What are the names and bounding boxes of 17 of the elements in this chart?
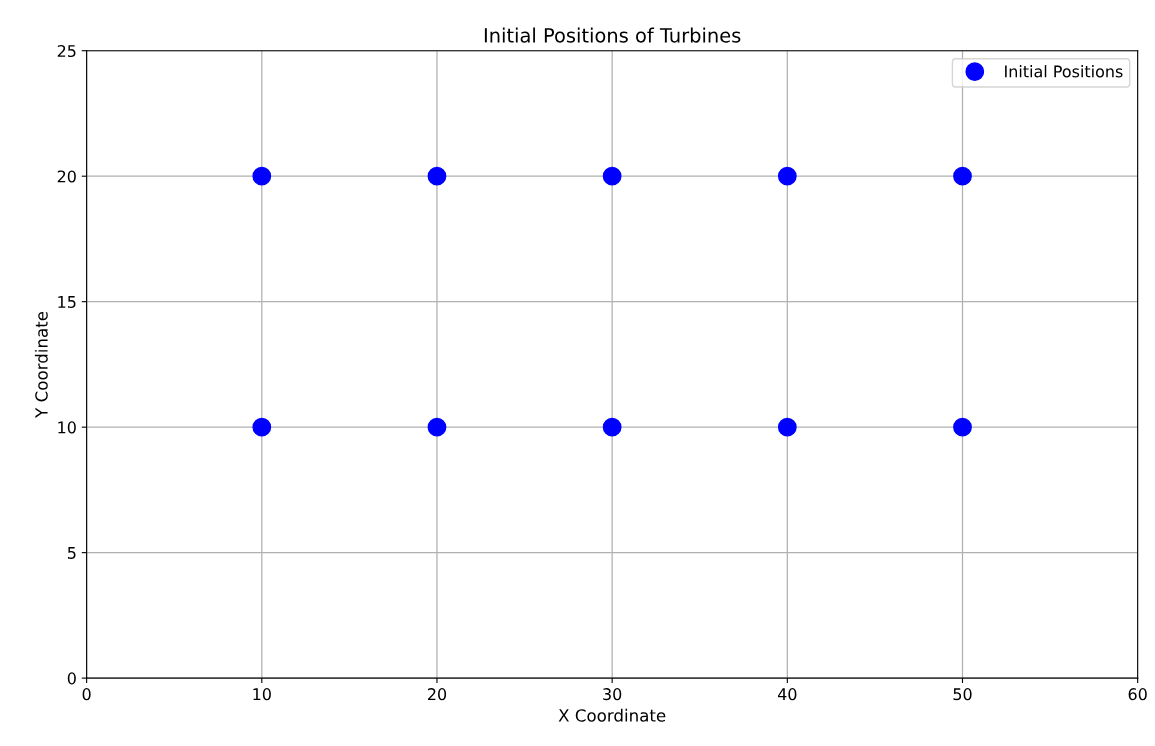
x-tick-label: 0 bbox=[82, 688, 91, 701]
y-tick-label: 25 bbox=[57, 44, 76, 58]
y-axis-title: Y Coordinate bbox=[34, 311, 48, 418]
x-tick-label: 50 bbox=[953, 688, 972, 701]
legend-label: Initial Positions bbox=[1005, 65, 1123, 78]
y-tick-label: 15 bbox=[58, 296, 76, 308]
y-tick-label: 5 bbox=[67, 547, 76, 559]
x-tick-label: 20 bbox=[427, 688, 447, 701]
x-tick-label: 10 bbox=[253, 688, 271, 701]
y-tick-label: 10 bbox=[58, 421, 76, 434]
y-tick-label: 20 bbox=[57, 170, 76, 183]
x-axis-title: X Coordinate bbox=[558, 708, 666, 722]
x-tick-label: 60 bbox=[1128, 688, 1147, 701]
chart-title: Initial Positions of Turbines bbox=[484, 27, 741, 43]
x-tick-label: 40 bbox=[777, 688, 797, 701]
y-tick-label: 0 bbox=[67, 672, 76, 685]
x-tick-label: 30 bbox=[603, 688, 622, 701]
